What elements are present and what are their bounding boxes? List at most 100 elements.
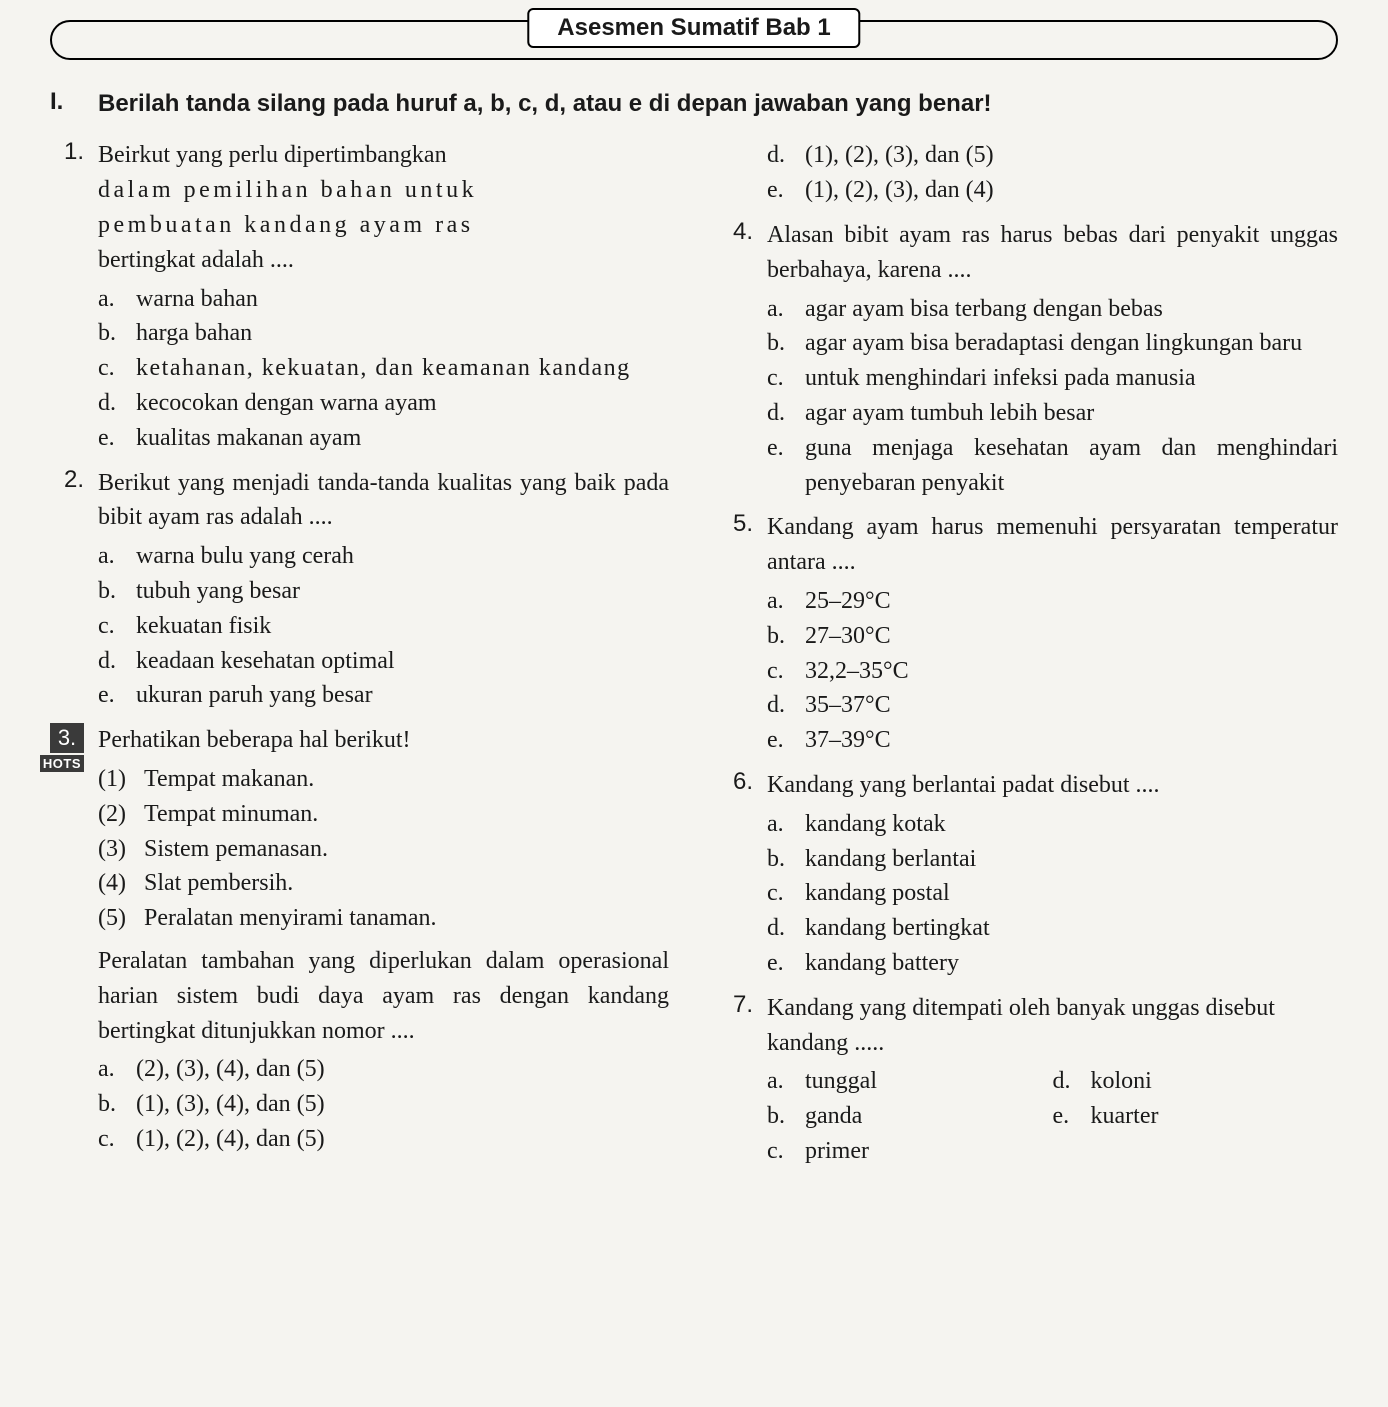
option-letter: a. <box>98 1052 124 1087</box>
sub-item-1: (1)Tempat makanan. <box>98 762 669 797</box>
option-letter: d. <box>98 386 124 421</box>
options: a.warna bahan b.harga bahan c.ketahanan,… <box>98 282 669 456</box>
option-d: d.kecocokan dengan warna ayam <box>98 386 669 421</box>
option-letter: c. <box>98 351 124 386</box>
question-number: 7. <box>719 991 753 1169</box>
option-text: primer <box>805 1134 869 1169</box>
option-letter: e. <box>767 173 793 208</box>
option-letter: a. <box>767 807 793 842</box>
option-letter: a. <box>767 292 793 327</box>
option-c: c.32,2–35°C <box>767 654 1338 689</box>
option-a: a.kandang kotak <box>767 807 1338 842</box>
question-number-wrap: 3. HOTS <box>50 723 84 1157</box>
option-text: (2), (3), (4), dan (5) <box>136 1052 325 1087</box>
sub-item-4: (4)Slat pembersih. <box>98 866 669 901</box>
option-d: d.keadaan kesehatan optimal <box>98 644 669 679</box>
sub-text: Peralatan menyirami tanaman. <box>144 901 437 936</box>
question-number-badge: 3. <box>50 723 84 753</box>
question-stem: Kandang ayam harus memenuhi persyaratan … <box>767 510 1338 580</box>
option-text: kekuatan fisik <box>136 609 271 644</box>
option-letter: c. <box>767 654 793 689</box>
question-stem: Kandang yang berlantai padat disebut ...… <box>767 768 1338 803</box>
option-text: 25–29°C <box>805 584 891 619</box>
sub-text: Tempat minuman. <box>144 797 318 832</box>
question-stem: Alasan bibit ayam ras harus bebas dari p… <box>767 218 1338 288</box>
question-body: Alasan bibit ayam ras harus bebas dari p… <box>767 218 1338 500</box>
question-body: Perhatikan beberapa hal berikut! (1)Temp… <box>98 723 669 1157</box>
option-b: b.harga bahan <box>98 316 669 351</box>
option-text: ketahanan, kekuatan, dan keamanan kandan… <box>136 351 631 386</box>
option-e: e.guna menjaga kesehatan ayam dan menghi… <box>767 431 1338 501</box>
option-d: d.koloni <box>1053 1064 1339 1099</box>
left-column: 1. Beirkut yang perlu dipertimbangkan da… <box>50 138 669 1178</box>
question-3: 3. HOTS Perhatikan beberapa hal berikut!… <box>50 723 669 1157</box>
option-text: ganda <box>805 1099 862 1134</box>
option-b: b.agar ayam bisa beradaptasi dengan ling… <box>767 326 1338 361</box>
sub-item-5: (5)Peralatan menyirami tanaman. <box>98 901 669 936</box>
option-row: b. ganda e. kuarter <box>767 1099 1338 1134</box>
option-c: c. kekuatan fisik <box>98 609 669 644</box>
question-body: Beirkut yang perlu dipertimbangkan dalam… <box>98 138 669 455</box>
option-e: e. kuarter <box>1053 1099 1339 1134</box>
option-c: c. untuk menghindari infeksi pada manusia <box>767 361 1338 396</box>
option-letter: e. <box>1053 1099 1079 1134</box>
option-text: keadaan kesehatan optimal <box>136 644 395 679</box>
option-letter: d. <box>1053 1064 1079 1099</box>
question-body: Kandang yang berlantai padat disebut ...… <box>767 768 1338 981</box>
question-body: Kandang ayam harus memenuhi persyaratan … <box>767 510 1338 758</box>
option-c: c. (1), (2), (4), dan (5) <box>98 1122 669 1157</box>
option-a: a.25–29°C <box>767 584 1338 619</box>
option-b: b. ganda <box>767 1099 1053 1134</box>
option-text: tunggal <box>805 1064 877 1099</box>
option-e: e.kualitas makanan ayam <box>98 421 669 456</box>
option-row: a.tunggal d.koloni <box>767 1064 1338 1099</box>
option-letter: a. <box>98 539 124 574</box>
option-text: kuarter <box>1091 1099 1159 1134</box>
options: a. agar ayam bisa terbang dengan bebas b.… <box>767 292 1338 501</box>
section-heading: I. Berilah tanda silang pada huruf a, b,… <box>50 88 1338 120</box>
option-d: d.35–37°C <box>767 688 1338 723</box>
option-d: d.kandang bertingkat <box>767 911 1338 946</box>
option-text: guna menjaga kesehatan ayam dan menghind… <box>805 431 1338 501</box>
option-letter: b. <box>98 574 124 609</box>
option-letter: e. <box>767 431 793 501</box>
question-stem: Beirkut yang perlu dipertimbangkan dalam… <box>98 138 669 277</box>
sub-number: (1) <box>98 762 132 797</box>
question-body: Kandang yang ditempati oleh banyak ungga… <box>767 991 1338 1169</box>
option-e: e.ukuran paruh yang besar <box>98 678 669 713</box>
sub-number: (4) <box>98 866 132 901</box>
stem-line: dalam pemilihan bahan untuk <box>98 177 477 203</box>
section-instruction: Berilah tanda silang pada huruf a, b, c,… <box>98 88 992 120</box>
option-text: kandang battery <box>805 946 959 981</box>
stem-line: bertingkat adalah .... <box>98 247 294 273</box>
option-letter: b. <box>767 1099 793 1134</box>
option-text: agar ayam bisa terbang dengan bebas <box>805 292 1163 327</box>
question-1: 1. Beirkut yang perlu dipertimbangkan da… <box>50 138 669 455</box>
page-header: Asesmen Sumatif Bab 1 <box>50 20 1338 60</box>
options: a.warna bulu yang cerah b.tubuh yang bes… <box>98 539 669 713</box>
sub-item-2: (2)Tempat minuman. <box>98 797 669 832</box>
sub-item-3: (3)Sistem pemanasan. <box>98 832 669 867</box>
option-text: kandang berlantai <box>805 842 976 877</box>
option-text: warna bulu yang cerah <box>136 539 354 574</box>
option-blank <box>1053 1134 1339 1169</box>
option-letter: c. <box>767 1134 793 1169</box>
option-text: 27–30°C <box>805 619 891 654</box>
option-letter: c. <box>98 609 124 644</box>
option-text: kualitas makanan ayam <box>136 421 361 456</box>
option-text: (1), (2), (4), dan (5) <box>136 1122 325 1157</box>
hots-badge: HOTS <box>40 755 84 772</box>
options: a.tunggal d.koloni b. ganda e. kuarter c. p… <box>767 1064 1338 1168</box>
option-a: a. agar ayam bisa terbang dengan bebas <box>767 292 1338 327</box>
sub-text: Sistem pemanasan. <box>144 832 328 867</box>
option-text: agar ayam tumbuh lebih besar <box>805 396 1094 431</box>
option-letter: e. <box>767 946 793 981</box>
question-6: 6. Kandang yang berlantai padat disebut … <box>719 768 1338 981</box>
option-text: untuk menghindari infeksi pada manusia <box>805 361 1196 396</box>
option-letter: c. <box>767 361 793 396</box>
option-letter: c. <box>98 1122 124 1157</box>
question-number: 4. <box>719 218 753 500</box>
option-e: e.(1), (2), (3), dan (4) <box>767 173 1338 208</box>
option-letter: d. <box>767 396 793 431</box>
question-stem-2: Peralatan tambahan yang diperlukan dalam… <box>98 944 669 1048</box>
